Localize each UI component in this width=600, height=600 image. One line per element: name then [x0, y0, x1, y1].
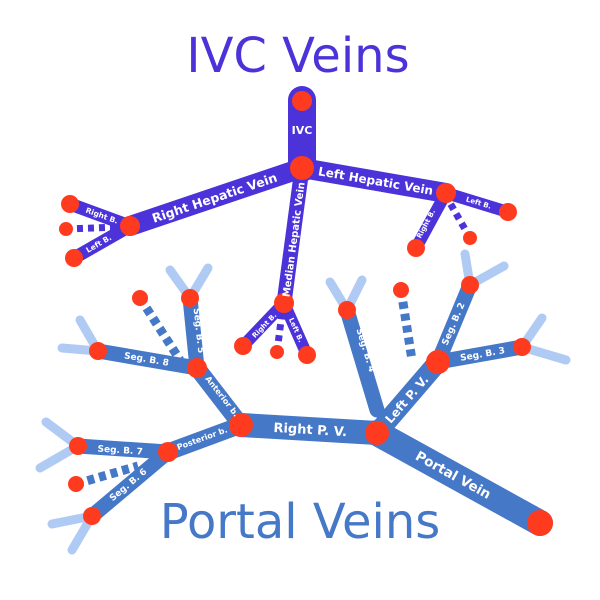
- mhv-dashed-end-node: [270, 345, 284, 359]
- left-hepatic-vein-vessel: [292, 158, 456, 203]
- portal-title: Portal Veins: [160, 494, 441, 550]
- lhv-dashed-end-node: [463, 231, 477, 245]
- seg-b8-end-node: [89, 342, 107, 360]
- rhv-right-b-vessel: [63, 197, 137, 233]
- posterior-b-node: [158, 442, 178, 462]
- lhv-junction-node: [436, 183, 456, 203]
- seg-b5-dashed-branch: [136, 295, 184, 363]
- portal-dashed-branches: [74, 289, 417, 489]
- seg-b7-vessel: [70, 438, 176, 460]
- lhv-left-b-end-node: [499, 203, 517, 221]
- posterior-b-vessel: [159, 416, 250, 461]
- seg-b4-dashed-end-node: [393, 282, 409, 298]
- ivc-title: IVC Veins: [186, 28, 409, 84]
- seg-b3-end-node: [513, 338, 531, 356]
- rhv-middle-end-node: [59, 222, 73, 236]
- seg-b8-vessel: [90, 343, 205, 376]
- right-pv-node: [229, 413, 253, 437]
- seg-b5-dashed-end-node: [132, 290, 148, 306]
- rhv-left-b-end-node: [65, 249, 83, 267]
- lhv-left-b-vessel: [440, 187, 514, 218]
- left-pv-label: Left P. V.: [382, 373, 431, 426]
- anterior-b-node: [187, 358, 207, 378]
- mhv-left-b-end-node: [298, 346, 316, 364]
- portal-vein-trunk: [364, 420, 553, 536]
- seg-b4-vessel: [339, 302, 385, 418]
- median-hepatic-vein-vessel: [276, 160, 310, 311]
- seg-b7-b6-dashed-end-node: [68, 476, 84, 492]
- nodes: [59, 91, 553, 536]
- portal-bifurcation-node: [365, 421, 389, 445]
- seg-b4-end-node: [338, 301, 356, 319]
- mhv-junction-node: [274, 293, 294, 313]
- seg-b3-vessel: [430, 339, 530, 370]
- seg-b6-vessel: [84, 444, 176, 524]
- right-pv-vessel: [229, 413, 389, 445]
- seg-b2-vessel: [430, 277, 478, 370]
- seg-b4-dashed-branch: [396, 289, 417, 361]
- mhv-right-b-end-node: [234, 337, 252, 355]
- right-pv-label: Right P. V.: [273, 421, 347, 440]
- lhv-right-b-vessel: [410, 187, 452, 254]
- rhv-left-b-vessel: [67, 219, 137, 265]
- left-pv-node: [426, 350, 450, 374]
- left-hepatic-vein-label: Left Hepatic Vein: [317, 164, 434, 198]
- seg-b6-end-node: [83, 507, 101, 525]
- rhv-right-b-label: Right B.: [84, 206, 119, 226]
- rhv-middle-dashed-branch: [65, 223, 121, 233]
- portal-vein-end-node: [527, 510, 553, 536]
- left-pv-vessel: [367, 352, 448, 443]
- rhv-right-b-end-node: [61, 195, 79, 213]
- ivc-top-node: [292, 91, 312, 111]
- right-hepatic-vein-vessel: [120, 158, 312, 236]
- ivc-dashed-branches: [65, 194, 474, 353]
- anterior-b-vessel: [188, 359, 250, 434]
- ivc-label: IVC: [292, 124, 313, 137]
- lhv-dashed-branch: [442, 194, 474, 240]
- seg-b2-end-node: [461, 276, 479, 294]
- mhv-dashed-branch: [273, 304, 287, 353]
- ivc-confluence-node: [290, 156, 314, 180]
- lhv-right-b-end-node: [407, 239, 425, 257]
- rhv-junction-node: [120, 216, 140, 236]
- seg-b5-label: Seg. B. 5: [191, 308, 206, 354]
- portal-vessels: [70, 277, 553, 536]
- seg-b5-end-node: [181, 289, 199, 307]
- seg-b7-end-node: [69, 437, 87, 455]
- seg-b7-label: Seg. B. 7: [97, 445, 143, 458]
- seg-b7-b6-dashed-branch: [74, 461, 140, 489]
- seg-b5-vessel: [182, 290, 205, 376]
- right-hepatic-vein-label: Right Hepatic Vein: [150, 170, 279, 226]
